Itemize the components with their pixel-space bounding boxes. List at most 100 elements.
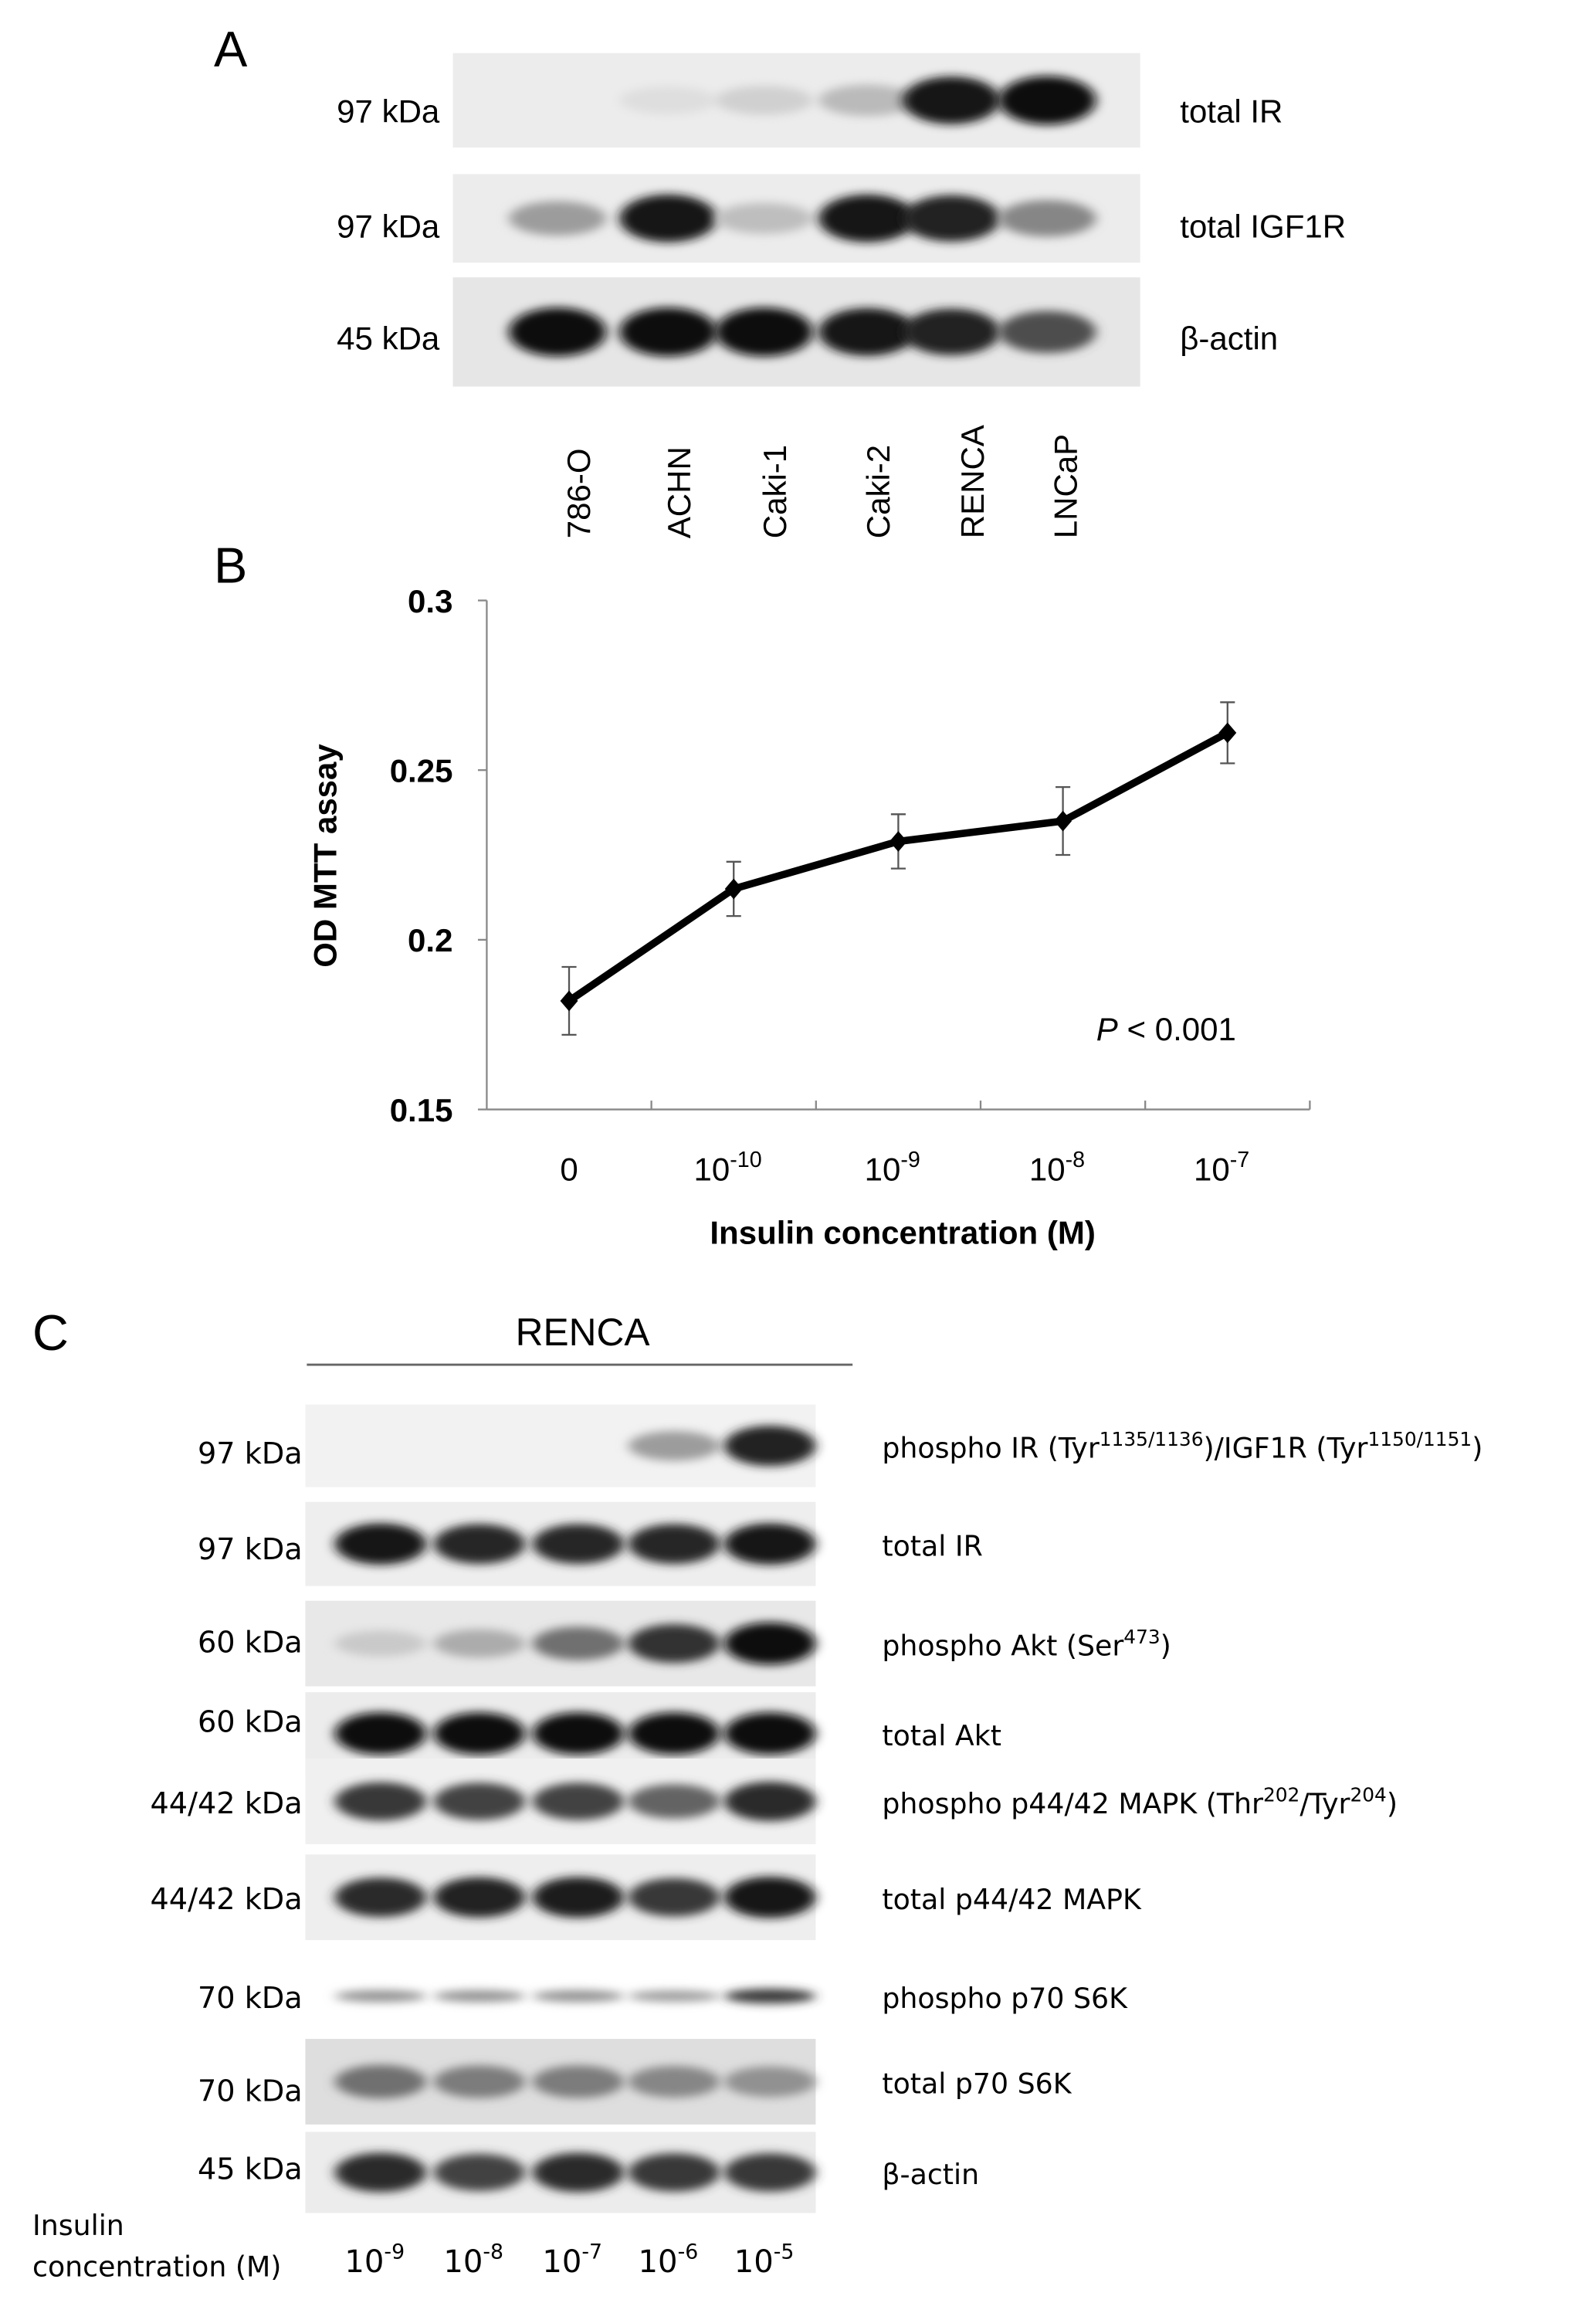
panel-c-blots: 97 kDa phospho IR (Tyr1135/1136)/IGF1R (T… [151, 1404, 1482, 2280]
panel-c-row-1-band-4 [628, 1430, 720, 1461]
x-tick-exponent: -7 [1230, 1148, 1249, 1172]
panel-a-row-3-band-6 [998, 310, 1096, 354]
panel-c: C RENCA 97 kDa phospho IR (Tyr1135/1136)/… [32, 1304, 1482, 2284]
conc-label-line1: Insulin [32, 2209, 124, 2242]
mw-marker: 44/42 kDa [151, 1787, 303, 1821]
panel-c-row-1-band-5 [723, 1426, 816, 1467]
mw-marker: 97 kDa [198, 1533, 303, 1567]
panel-c-row-6-band-3 [532, 1877, 625, 1918]
lane-concentration: 10-7 [542, 2240, 602, 2280]
lane-label: Caki-1 [757, 445, 793, 538]
panel-c-row-9-band-3 [532, 2152, 625, 2193]
panel-a-letter: A [214, 21, 248, 77]
panel-c-row-5-band-4 [628, 1784, 720, 1819]
blot-label: total IR [882, 1529, 982, 1562]
conc-exponent: -5 [774, 2240, 795, 2264]
panel-c-row-7-band-1 [334, 1990, 427, 2003]
x-tick-base: 10 [1029, 1151, 1066, 1187]
panel-c-row-9-band-5 [723, 2153, 816, 2192]
blot-label: β-actin [1180, 321, 1278, 357]
blot-label: phospho IR (Tyr1135/1136)/IGF1R (Tyr1150… [882, 1428, 1482, 1464]
blot-label: phospho p44/42 MAPK (Thr202/Tyr204) [882, 1783, 1398, 1820]
panel-c-row-2-band-1 [334, 1523, 427, 1565]
blot-label: total p70 S6K [882, 2067, 1072, 2101]
panel-c-row-5-band-5 [723, 1782, 816, 1821]
panel-a-row-3-band-2 [619, 307, 717, 357]
label-text: total IR [882, 1529, 982, 1562]
lane-concentration: 10-5 [734, 2240, 795, 2280]
label-superscript: 1150/1151 [1367, 1428, 1472, 1450]
panel-a-row-1-band-6 [998, 76, 1096, 125]
panel-c-row-9-band-2 [433, 2153, 526, 2192]
panel-c-row-3-band-3 [532, 1626, 625, 1660]
panel-a-row-1-band-2 [619, 86, 717, 114]
x-tick-label: 0 [560, 1151, 578, 1187]
label-superscript: 473 [1123, 1626, 1160, 1648]
panel-c-row-5-band-1 [334, 1782, 427, 1821]
panel-a-row-3-band-1 [509, 307, 607, 357]
label-text: ) [1161, 1629, 1171, 1662]
panel-a-row-3-band-4 [818, 308, 917, 356]
panel-c-row-7-band-5 [723, 1989, 816, 2004]
panel-c-row-6-band-2 [433, 1877, 526, 1918]
panel-c-row-4-band-2 [433, 1712, 526, 1755]
y-tick-label: 0.3 [408, 583, 452, 619]
x-tick-base: 10 [865, 1151, 901, 1187]
label-superscript: 204 [1350, 1783, 1386, 1806]
label-text: total p70 S6K [882, 2067, 1072, 2101]
x-tick-label: 10-7 [1194, 1148, 1249, 1187]
panel-c-letter: C [32, 1304, 69, 1361]
data-point [724, 878, 743, 900]
y-axis-label: OD MTT assay [307, 744, 344, 968]
panel-a-row-2-band-2 [619, 194, 717, 243]
label-text: total p44/42 MAPK [882, 1883, 1142, 1916]
lane-concentration: 10-8 [443, 2240, 503, 2280]
panel-c-row-9-band-1 [334, 2152, 427, 2193]
mw-marker: 60 kDa [198, 1626, 303, 1660]
panel-a-row-1-band-3 [715, 85, 813, 115]
panel-c-row-7-band-3 [532, 1990, 625, 2003]
panel-c-row-8-band-1 [334, 2064, 427, 2099]
x-tick-label: 10-9 [865, 1148, 920, 1187]
conc-exponent: -6 [678, 2240, 699, 2264]
lane-label: ACHN [661, 446, 697, 538]
label-text: phospho p44/42 MAPK (Thr [882, 1787, 1263, 1820]
mw-marker: 44/42 kDa [151, 1883, 303, 1917]
panel-c-row-4-band-5 [723, 1712, 816, 1755]
panel-a-row-3-band-5 [903, 308, 1001, 355]
panel-c-row-5-band-2 [433, 1782, 526, 1820]
label-text: )/IGF1R (Tyr [1204, 1431, 1368, 1464]
lane-label: RENCA [954, 425, 991, 538]
lane-concentration: 10-9 [344, 2240, 405, 2280]
panel-c-row-2-band-3 [532, 1524, 625, 1564]
mw-marker: 70 kDa [198, 1982, 303, 2016]
p-value-annotation: P < 0.001 [1096, 1011, 1236, 1047]
conc-exponent: -9 [384, 2240, 405, 2264]
mw-marker: 97 kDa [198, 1437, 303, 1471]
conc-base: 10 [639, 2244, 678, 2280]
conc-label-line2: concentration (M) [32, 2250, 281, 2284]
panel-c-row-3-band-2 [433, 1629, 526, 1658]
label-text: phospho IR (Tyr [882, 1431, 1099, 1464]
panel-c-row-8-band-4 [628, 2065, 720, 2098]
mw-marker: 70 kDa [198, 2074, 303, 2108]
x-tick-exponent: -10 [730, 1148, 761, 1172]
blot-label: phospho Akt (Ser473) [882, 1626, 1171, 1662]
panel-c-row-8-band-2 [433, 2065, 526, 2098]
group-label-renca: RENCA [516, 1311, 651, 1354]
label-superscript: 202 [1263, 1783, 1300, 1806]
x-tick-base: 10 [1194, 1151, 1230, 1187]
panel-b: B OD MTT assay Insulin concentration (M)… [214, 538, 1311, 1250]
label-text: total Akt [882, 1719, 1001, 1752]
panel-c-row-2-band-2 [433, 1524, 526, 1564]
panel-a-row-1-band-4 [818, 84, 917, 117]
panel-c-row-4-band-1 [334, 1712, 427, 1755]
panel-c-row-6-band-1 [334, 1877, 427, 1918]
label-text: ) [1472, 1431, 1482, 1464]
label-text: β-actin [882, 2158, 979, 2191]
panel-c-row-7-band-4 [628, 1990, 720, 2003]
p-italic: P [1096, 1011, 1118, 1047]
panel-c-row-3-band-1 [334, 1630, 427, 1657]
panel-c-row-7-band-2 [433, 1990, 526, 2003]
lane-label: Caki-2 [860, 445, 896, 538]
